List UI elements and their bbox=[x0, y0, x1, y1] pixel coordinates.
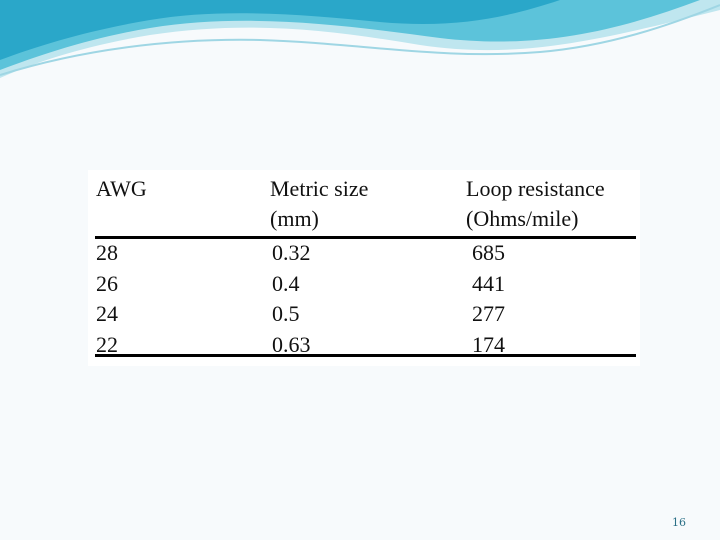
table-cell: 441 bbox=[472, 270, 505, 296]
table-cell: 277 bbox=[472, 301, 505, 326]
header-cell: Metric size bbox=[270, 176, 369, 201]
table-cell: 0.32 bbox=[272, 240, 311, 265]
header-rule bbox=[95, 236, 636, 239]
header-cell: (mm) bbox=[270, 206, 319, 231]
table-cell: 174 bbox=[472, 331, 505, 357]
header-cell: (Ohms/mile) bbox=[466, 206, 579, 231]
header-decoration bbox=[0, 0, 720, 78]
table-cell: 28 bbox=[96, 240, 118, 265]
table-cell: 24 bbox=[96, 301, 118, 326]
page-number: 16 bbox=[672, 516, 686, 529]
table-cell: 0.5 bbox=[272, 301, 300, 326]
table-cell: 26 bbox=[96, 270, 118, 296]
table-cell: 0.4 bbox=[272, 270, 300, 296]
header-cell: Loop resistance bbox=[466, 176, 605, 201]
table-cell: 0.63 bbox=[272, 331, 311, 357]
table-cell: 22 bbox=[96, 331, 118, 357]
table: AWG Metric size (mm) Loop resistance (Ohms/m… bbox=[88, 170, 640, 366]
table-cell: 685 bbox=[472, 240, 505, 265]
header-cell: AWG bbox=[96, 176, 147, 201]
bottom-rule bbox=[95, 354, 636, 357]
